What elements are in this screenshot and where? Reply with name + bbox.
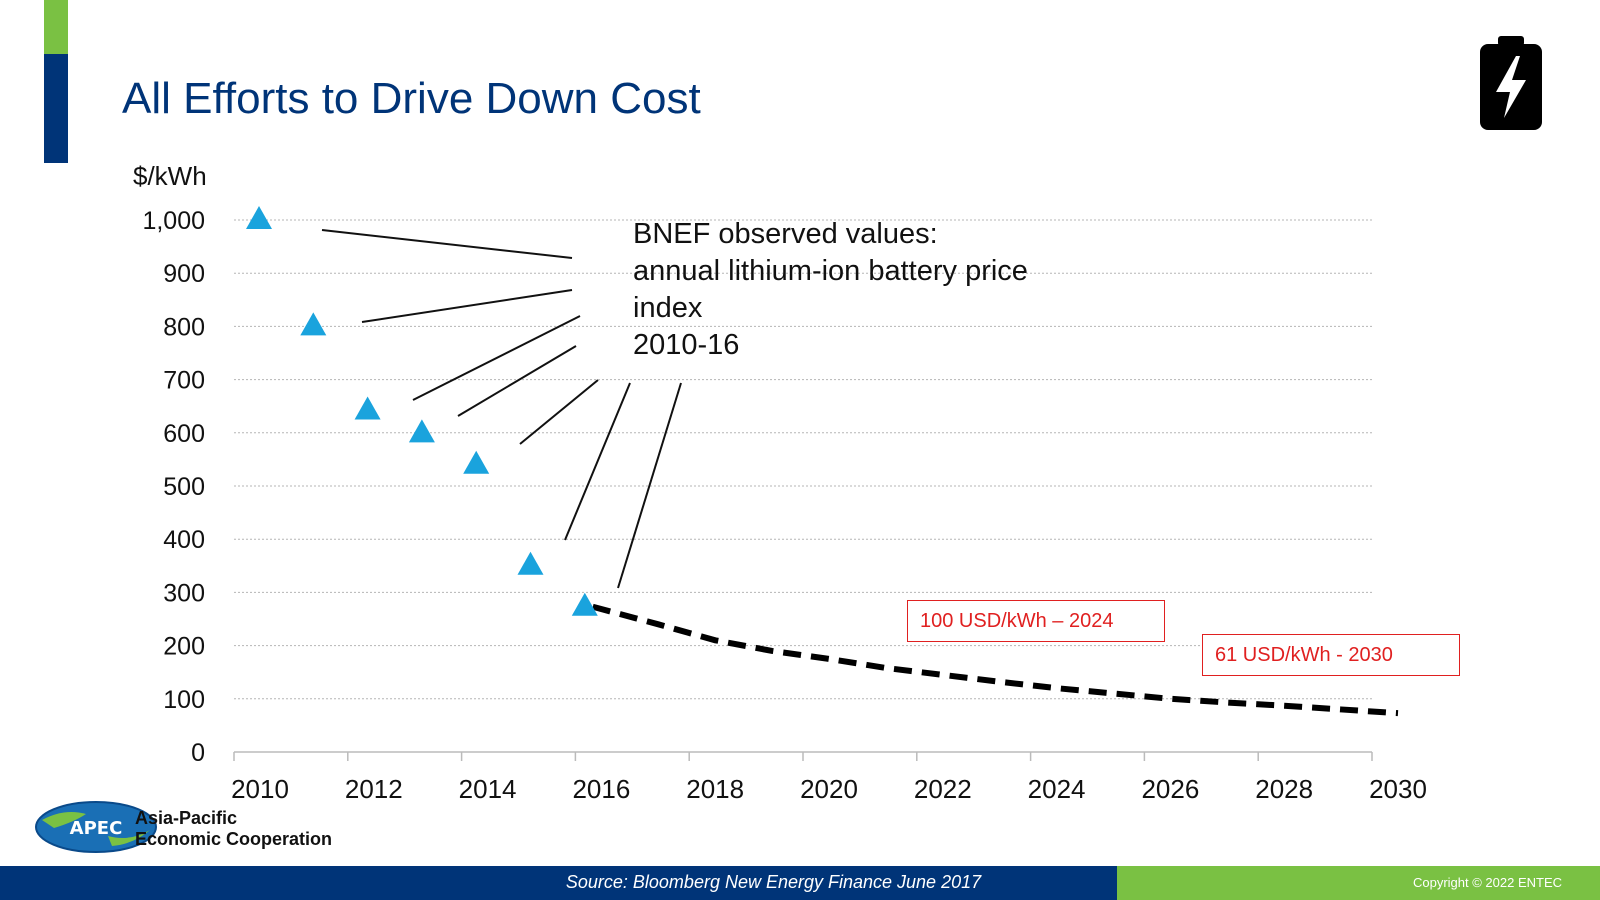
annotation-line: BNEF observed values: bbox=[633, 218, 938, 250]
x-axis-ticks: 2010 2012 2014 2016 2018 2020 2022 2024 2026 2028… bbox=[231, 752, 1427, 804]
leader-line bbox=[321, 229, 573, 259]
y-tick-label: 400 bbox=[163, 526, 205, 554]
callout-2030: 61 USD/kWh - 2030 bbox=[1202, 634, 1460, 676]
y-tick-label: 0 bbox=[191, 739, 205, 767]
y-tick-label: 1,000 bbox=[142, 207, 205, 235]
page-title: All Efforts to Drive Down Cost bbox=[122, 74, 701, 123]
source-citation: Source: Bloomberg New Energy Finance Jun… bbox=[565, 872, 982, 892]
x-tick-label: 2014 bbox=[459, 774, 517, 804]
x-tick-label: 2026 bbox=[1141, 774, 1199, 804]
forecast-dashed-line bbox=[592, 603, 1399, 717]
organization-name-line: Asia-Pacific bbox=[135, 808, 238, 828]
y-tick-label: 100 bbox=[163, 686, 205, 714]
accent-bar-green bbox=[44, 0, 68, 54]
x-tick-label: 2018 bbox=[686, 774, 744, 804]
observed-markers bbox=[246, 206, 598, 616]
organization-name: Asia-Pacific Economic Cooperation bbox=[135, 808, 332, 850]
leader-line bbox=[412, 315, 581, 401]
data-point-marker bbox=[571, 592, 598, 616]
annotation-line: index bbox=[633, 292, 703, 324]
leader-line bbox=[457, 345, 577, 417]
data-point-marker bbox=[463, 450, 490, 474]
annotation-line: annual lithium-ion battery price bbox=[633, 255, 1028, 287]
data-point-marker bbox=[246, 206, 272, 229]
data-point-marker bbox=[517, 551, 544, 575]
apec-logo-text: APEC bbox=[70, 818, 123, 839]
x-tick-label: 2012 bbox=[345, 774, 403, 804]
battery-charging-icon bbox=[1480, 36, 1542, 130]
x-tick-label: 2020 bbox=[800, 774, 858, 804]
y-tick-label: 300 bbox=[163, 579, 205, 607]
x-tick-label: 2024 bbox=[1028, 774, 1086, 804]
leader-line bbox=[617, 382, 682, 589]
leader-line bbox=[564, 382, 631, 541]
data-point-marker bbox=[408, 419, 435, 443]
callout-2024: 100 USD/kWh – 2024 bbox=[907, 600, 1165, 642]
organization-name-line: Economic Cooperation bbox=[135, 829, 333, 849]
x-tick-label: 2030 bbox=[1369, 774, 1427, 804]
leader-line bbox=[361, 289, 573, 323]
footer-copyright-bar: Copyright © 2022 ENTEC bbox=[1117, 866, 1600, 900]
y-tick-label: 600 bbox=[163, 420, 205, 448]
accent-bar-blue bbox=[44, 54, 68, 163]
copyright-text: Copyright © 2022 ENTEC bbox=[1412, 875, 1562, 890]
y-tick-label: 200 bbox=[163, 633, 205, 661]
footer-source-bar: Source: Bloomberg New Energy Finance Jun… bbox=[0, 866, 1117, 900]
observed-values-annotation: BNEF observed values: annual lithium-ion… bbox=[633, 216, 1028, 364]
y-tick-label: 800 bbox=[163, 313, 205, 341]
data-point-marker bbox=[354, 396, 381, 420]
y-tick-label: 900 bbox=[163, 260, 205, 288]
y-axis-ticks: 0 100 200 300 400 500 600 700 800 900 1,000 bbox=[142, 207, 205, 767]
x-tick-label: 2010 bbox=[231, 774, 289, 804]
y-tick-label: 500 bbox=[163, 473, 205, 501]
annotation-line: 2010-16 bbox=[633, 329, 740, 361]
y-tick-label: 700 bbox=[163, 367, 205, 395]
y-axis-label: $/kWh bbox=[133, 161, 207, 191]
leader-line bbox=[519, 379, 599, 445]
x-tick-label: 2022 bbox=[914, 774, 972, 804]
x-tick-label: 2016 bbox=[572, 774, 630, 804]
data-point-marker bbox=[300, 312, 327, 336]
apec-logo: APEC bbox=[35, 801, 157, 853]
annotation-leader-lines bbox=[321, 229, 682, 589]
x-tick-label: 2028 bbox=[1255, 774, 1313, 804]
